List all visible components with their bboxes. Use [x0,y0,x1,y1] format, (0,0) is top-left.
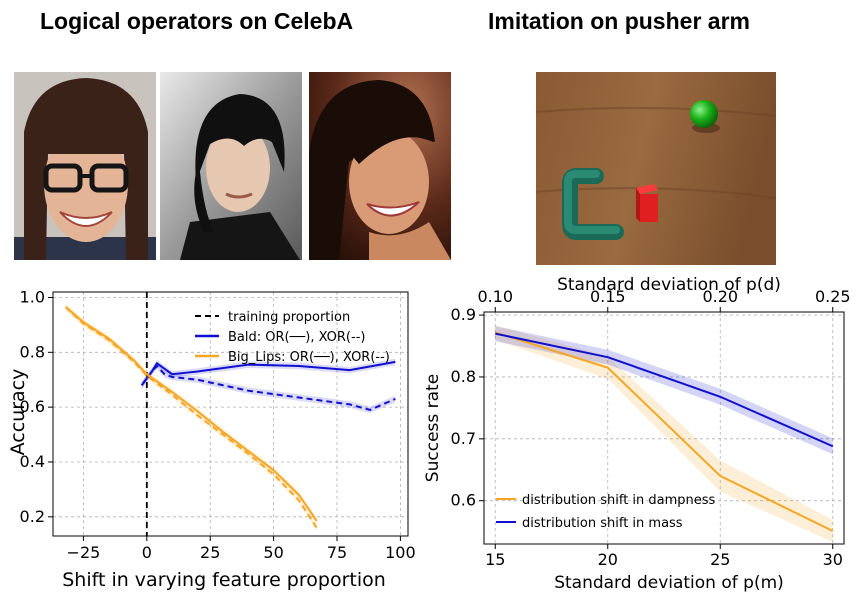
smiling-woman-photo [309,72,451,260]
right-panel-title: Imitation on pusher arm [488,8,750,34]
left-series-band [141,358,396,389]
left-series-band [141,362,396,414]
big-lips-or-line [65,306,318,522]
left-y-tick-label: 0.8 [20,342,45,361]
man-with-dark-hair-photo [160,72,302,260]
bald-xor-line [140,364,396,411]
left-series [64,292,396,536]
left-x-tick-label: 25 [200,543,220,562]
left-x-tick-label: 75 [327,543,347,562]
woman-with-glasses-photo [14,72,156,260]
legend-label-training: training proportion [228,310,350,325]
left-ticks: −25 0 25 50 75 100 0.2 0.4 0.6 0.8 1.0 [20,287,416,562]
left-x-tick-label: −25 [67,543,101,562]
bald-or-line [140,360,396,386]
left-y-axis-label: Accuracy [7,369,29,456]
left-y-tick-label: 0.6 [20,397,45,416]
legend-label-bald: Bald: OR(──), XOR(--) [228,330,365,345]
pusher-arm-simulation-render [536,72,776,265]
left-y-tick-label: 1.0 [20,287,45,306]
left-series-band [65,303,317,525]
left-legend: training proportion Bald: OR(──), XOR(--… [195,310,390,365]
left-x-tick-label: 50 [263,543,283,562]
big-lips-xor-line [64,306,318,529]
legend-label-big-lips: Big_Lips: OR(──), XOR(--) [228,350,390,365]
left-x-tick-label: 100 [385,543,416,562]
left-grid [53,292,408,536]
left-y-tick-label: 0.4 [20,452,45,471]
left-y-tick-label: 0.2 [20,507,45,526]
left-panel-title: Logical operators on CelebA [40,8,354,34]
left-series-band [65,303,317,532]
left-x-axis-label: Shift in varying feature proportion [62,569,386,591]
left-x-tick-label: 0 [142,543,152,562]
left-plot-frame [52,291,409,537]
